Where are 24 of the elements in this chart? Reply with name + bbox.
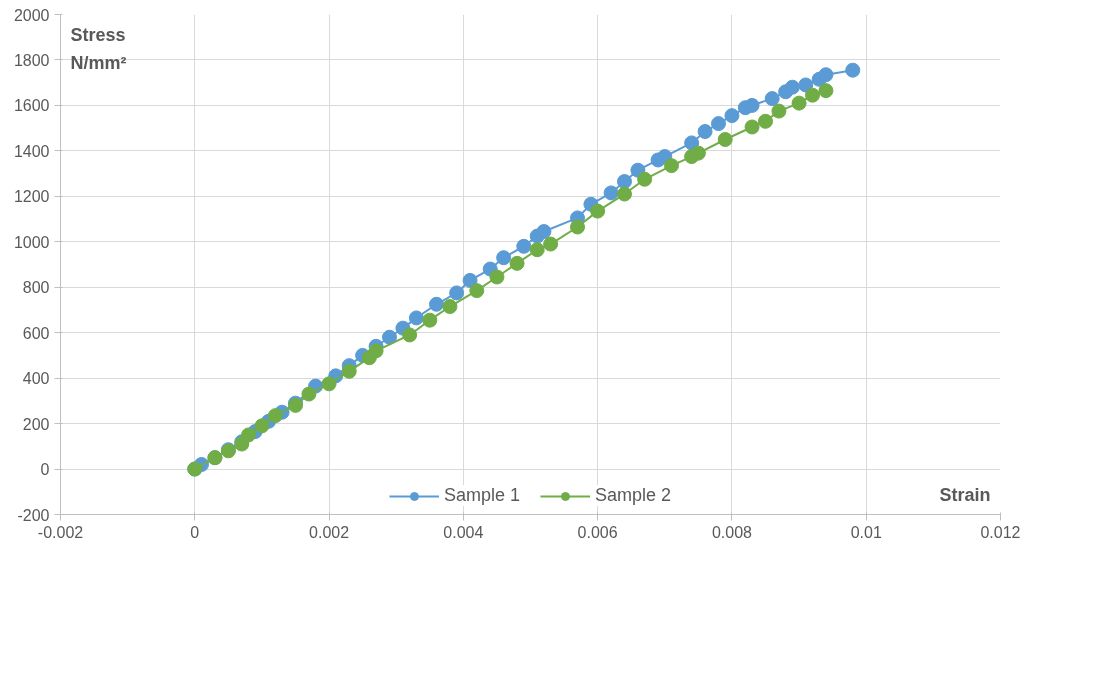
x-tick-label: 0.004 [443, 523, 484, 541]
y-axis-title: Stress N/mm² [70, 24, 127, 73]
x-tick-label: 0 [190, 523, 200, 541]
legend-label: Sample 1 [443, 485, 520, 506]
x-tick-label: 0.002 [309, 523, 350, 541]
y-tick-label: 1400 [13, 142, 50, 160]
y-tick-label: 600 [22, 324, 50, 342]
x-tick-label: 0.008 [711, 523, 753, 541]
y-tick-label: 1600 [13, 97, 50, 115]
y-tick-label: -200 [17, 506, 50, 524]
x-tick-label: 0.006 [577, 523, 618, 541]
y-tick-label: 2000 [13, 6, 50, 24]
y-tick-label: 1000 [13, 233, 50, 251]
legend-label: Sample 2 [595, 485, 672, 506]
y-tick-label: 0 [40, 461, 50, 479]
y-tick-label: 200 [22, 415, 50, 433]
y-tick-label: 1800 [13, 51, 50, 69]
x-tick-label: 0.01 [850, 523, 882, 541]
x-tick-label: 0.012 [980, 523, 1021, 541]
y-tick-label: 800 [22, 279, 50, 297]
y-tick-label: 1200 [13, 188, 50, 206]
x-axis-title: Strain [939, 484, 991, 505]
x-tick-label: -0.002 [37, 523, 84, 541]
y-tick-label: 400 [22, 370, 50, 388]
